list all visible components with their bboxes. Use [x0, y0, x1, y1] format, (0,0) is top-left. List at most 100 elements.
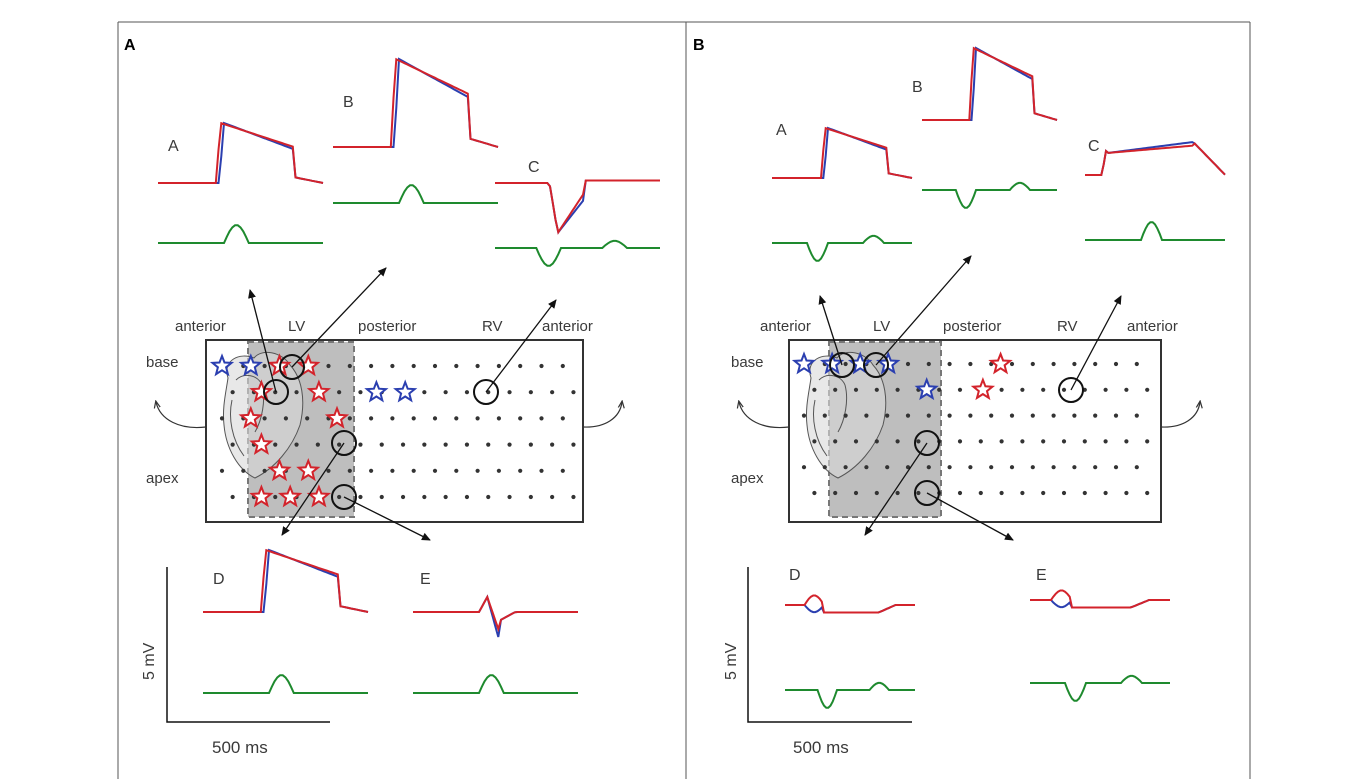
electrode-dot — [422, 442, 427, 447]
trace-e-green — [413, 674, 578, 694]
label-anterior-left: anterior — [760, 318, 811, 335]
red-star-icon — [296, 458, 321, 482]
trace-label-e: E — [1036, 567, 1047, 584]
electrode-dot — [358, 390, 363, 395]
trace-a-green — [772, 234, 912, 262]
electrode-dot — [1124, 490, 1129, 496]
electrode-dot — [539, 468, 544, 473]
panel-b: B anterior LV posterior RV anterior base… — [693, 37, 1226, 757]
label-lv: LV — [288, 318, 305, 335]
electrode-dot — [864, 465, 869, 470]
label-lv: LV — [873, 318, 890, 335]
electrode-dot — [1103, 490, 1108, 496]
electrode-dot — [550, 494, 555, 500]
arrow-to-trace-c — [485, 299, 557, 393]
label-apex: apex — [731, 470, 764, 487]
electrode-dot — [822, 465, 827, 470]
electrode-dot — [358, 442, 363, 447]
electrode-dot — [369, 468, 374, 473]
electrode-dot — [926, 465, 931, 470]
arrow-to-trace-b — [875, 255, 972, 366]
site-circle-c — [473, 379, 499, 405]
electrode-dot — [1061, 387, 1067, 392]
electrode-dot — [518, 468, 523, 473]
electrode-dot — [947, 465, 952, 470]
electrode-dot — [1009, 361, 1015, 367]
electrode-dot — [1103, 439, 1108, 444]
electrode-dot — [539, 363, 544, 369]
blue-star-icon — [209, 353, 235, 377]
rotate-left-icon — [156, 402, 207, 429]
electrode-dot — [454, 416, 459, 421]
electrode-dot — [822, 413, 827, 418]
electrode-dot — [1134, 465, 1139, 470]
arrow-to-trace-e — [926, 492, 1014, 541]
electrode-dot — [957, 387, 963, 392]
electrode-dot — [1093, 361, 1098, 367]
electrode-dot — [518, 416, 523, 421]
electrode-dot — [347, 416, 352, 421]
arrow-to-trace-b — [291, 267, 387, 368]
trace-b-red — [922, 46, 1058, 121]
red-star-icon — [306, 484, 332, 508]
trace-a-blue — [158, 121, 324, 184]
electrode-dot — [957, 439, 963, 444]
trace-label-c: C — [528, 159, 540, 176]
electrode-dot — [518, 363, 523, 369]
electrode-dot — [895, 387, 900, 392]
electrode-dot — [496, 468, 501, 473]
electrode-dot — [454, 468, 459, 473]
red-star-icon — [249, 484, 274, 508]
electrode-dot — [1113, 413, 1119, 418]
electrode-dot — [1113, 465, 1119, 470]
trace-e-red — [413, 594, 578, 633]
electrode-dot — [1082, 439, 1087, 444]
electrode-dot — [273, 442, 278, 447]
scale-bar — [747, 567, 912, 723]
label-rv: RV — [1057, 318, 1078, 335]
electrode-dot — [560, 416, 565, 421]
electrode-dot — [1134, 413, 1139, 418]
electrode-dot — [411, 363, 416, 369]
electrode-dot — [968, 413, 973, 418]
electrode-dot — [528, 442, 533, 447]
electrode-dot — [843, 361, 848, 367]
electrode-dot — [475, 468, 480, 473]
site-circle-d — [914, 430, 940, 456]
electrode-dot — [1009, 413, 1015, 418]
electrode-dot — [422, 494, 427, 500]
label-rv: RV — [482, 318, 503, 335]
electrode-dot — [486, 442, 491, 447]
site-circle-a — [829, 352, 855, 378]
electrode-dot — [916, 490, 921, 496]
label-anterior-left: anterior — [175, 318, 226, 335]
electrode-dot — [1072, 413, 1077, 418]
electrode-dot — [390, 416, 395, 421]
electrode-dot — [283, 416, 288, 421]
electrode-dot — [560, 363, 565, 369]
electrode-dot — [905, 465, 911, 470]
electrode-dot — [262, 416, 267, 421]
electrode-dot — [390, 468, 395, 473]
trace-d-blue — [203, 548, 369, 613]
electrode-dot — [999, 387, 1004, 392]
scale-voltage: 5 mV — [723, 642, 740, 680]
electrode-dot — [337, 442, 342, 447]
electrode-dot — [550, 442, 555, 447]
red-star-icon — [324, 405, 350, 429]
label-posterior: posterior — [943, 318, 1001, 335]
electrode-dot — [1093, 413, 1098, 418]
site-circle-d — [331, 430, 357, 456]
electrode-dot — [874, 439, 879, 444]
electrode-dot — [1051, 413, 1056, 418]
trace-label-b: B — [912, 79, 923, 96]
electrode-dot — [379, 494, 384, 500]
electrode-dot — [968, 361, 973, 367]
trace-c-blue — [1085, 141, 1226, 176]
trace-c-blue — [495, 179, 660, 235]
trace-label-b: B — [343, 94, 354, 111]
arrow-to-trace-e — [343, 496, 431, 541]
electrode-dot — [496, 416, 501, 421]
electrode-dot — [843, 465, 848, 470]
electrode-dot — [905, 361, 911, 367]
